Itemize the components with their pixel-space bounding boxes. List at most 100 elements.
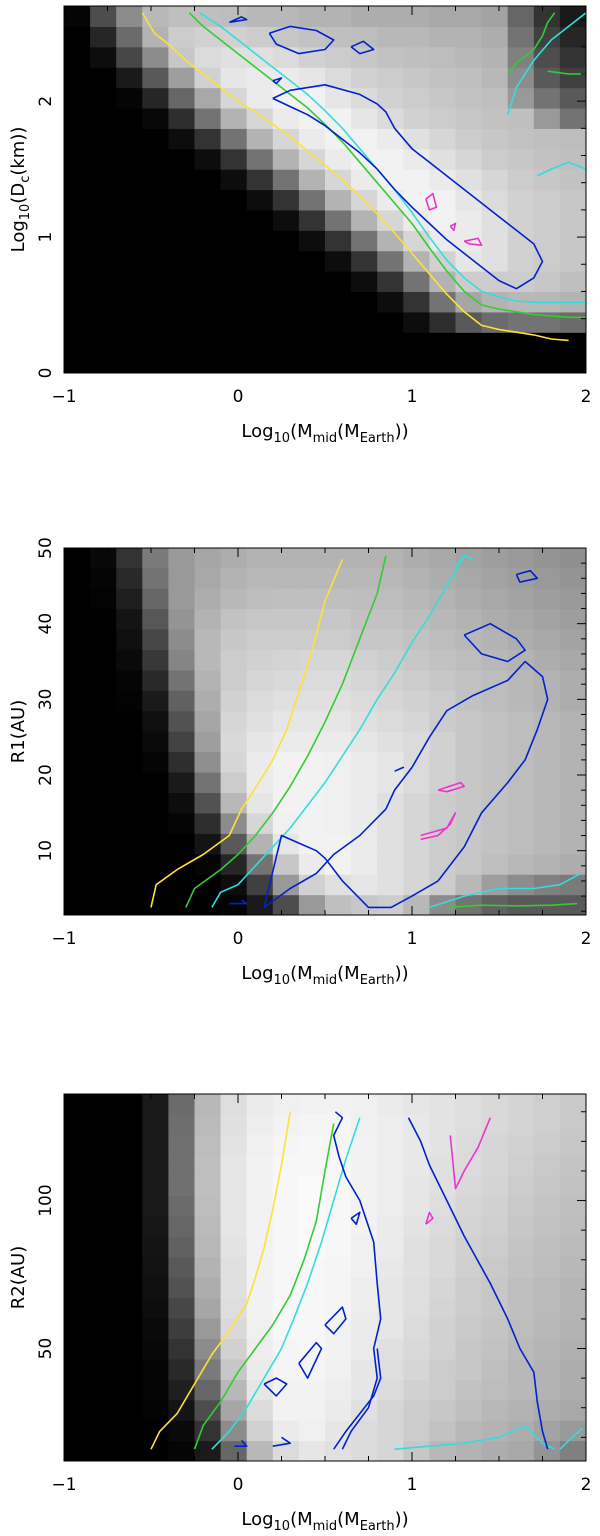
heatmap-cell xyxy=(220,1094,248,1115)
heatmap-cell xyxy=(272,649,300,671)
heatmap-cell xyxy=(429,649,457,671)
heatmap-cell xyxy=(64,649,91,671)
heatmap-cell xyxy=(116,628,143,650)
heatmap-cell xyxy=(116,608,143,630)
heatmap-cell xyxy=(168,230,196,252)
heatmap-cell xyxy=(481,1134,509,1156)
contour-line xyxy=(449,1117,492,1190)
heatmap-cell xyxy=(272,628,300,650)
heatmap-cell xyxy=(507,1379,535,1401)
heatmap-cell xyxy=(507,1175,535,1197)
heatmap-cell xyxy=(272,1094,300,1115)
heatmap-cell xyxy=(168,1175,196,1197)
heatmap-cell xyxy=(168,271,196,293)
heatmap-cell xyxy=(351,1236,378,1258)
heatmap-cell xyxy=(403,87,430,109)
heatmap-cell xyxy=(90,291,117,313)
heatmap-cell xyxy=(559,588,586,610)
heatmap-cell xyxy=(325,1440,352,1461)
heatmap-cell xyxy=(246,209,274,231)
heatmap-cell xyxy=(90,230,117,252)
heatmap-cell xyxy=(116,567,143,589)
heatmap-cell xyxy=(194,230,222,252)
heatmap-cell xyxy=(116,1154,143,1176)
heatmap-cell xyxy=(194,169,222,191)
heatmap-cell xyxy=(325,291,352,313)
heatmap-cell xyxy=(403,6,430,27)
heatmap-cell xyxy=(377,209,404,231)
heatmap-cell xyxy=(64,731,91,753)
heatmap-cell xyxy=(298,148,326,170)
heatmap-cell xyxy=(429,731,457,753)
heatmap-cell xyxy=(481,26,509,48)
heatmap-cell xyxy=(559,1297,586,1319)
heatmap-cell xyxy=(507,250,535,272)
heatmap-cell xyxy=(142,1175,169,1197)
heatmap-cell xyxy=(351,669,378,691)
heatmap-cell xyxy=(298,6,326,27)
heatmap-cell xyxy=(272,792,300,814)
heatmap-cell xyxy=(559,1318,586,1340)
heatmap-cell xyxy=(429,812,457,834)
series-line xyxy=(507,12,556,75)
heatmap-cell xyxy=(325,1277,352,1299)
heatmap-cell xyxy=(403,608,430,630)
heatmap-cell xyxy=(481,1215,509,1237)
heatmap-cell xyxy=(507,1113,535,1135)
heatmap-cell xyxy=(559,230,586,252)
heatmap-cell xyxy=(429,291,457,313)
heatmap-cell xyxy=(533,250,561,272)
heatmap-cell xyxy=(142,1113,169,1135)
heatmap-cell xyxy=(142,608,169,630)
heatmap-cell xyxy=(64,26,91,48)
heatmap-cell xyxy=(246,792,274,814)
series-line xyxy=(188,12,586,319)
heatmap-cell xyxy=(298,352,326,373)
heatmap-cell xyxy=(351,608,378,630)
heatmap-cell xyxy=(142,230,169,252)
heatmap-cell xyxy=(403,1277,430,1299)
heatmap-cell xyxy=(533,128,561,150)
heatmap-cell xyxy=(116,812,143,834)
heatmap-cell xyxy=(325,1256,352,1278)
heatmap-cell xyxy=(168,853,196,875)
heatmap-cell xyxy=(194,731,222,753)
heatmap-cell xyxy=(429,128,457,150)
heatmap-cell xyxy=(533,1297,561,1319)
heatmap-cell xyxy=(90,107,117,129)
contour-line xyxy=(425,1211,434,1225)
heatmap-cell xyxy=(377,1256,404,1278)
heatmap-cell xyxy=(194,332,222,354)
heatmap-cell xyxy=(377,833,404,855)
heatmap-cell xyxy=(559,26,586,48)
heatmap-cell xyxy=(455,1420,483,1442)
heatmap-cell xyxy=(272,148,300,170)
heatmap-cell xyxy=(559,271,586,293)
heatmap-cell xyxy=(64,894,91,915)
heatmap-cell xyxy=(559,628,586,650)
heatmap-cell xyxy=(220,1399,248,1421)
heatmap-cell xyxy=(220,291,248,313)
heatmap-cell xyxy=(559,1440,586,1461)
heatmap-cell xyxy=(533,1379,561,1401)
heatmap-cell xyxy=(246,548,274,569)
heatmap-cell xyxy=(325,588,352,610)
heatmap-cell xyxy=(220,894,248,915)
heatmap-cell xyxy=(246,710,274,732)
heatmap-cell xyxy=(533,1277,561,1299)
heatmap-cell xyxy=(403,833,430,855)
heatmap-cell xyxy=(194,1154,222,1176)
heatmap-cell xyxy=(64,148,91,170)
heatmap-cell xyxy=(168,67,196,89)
heatmap-cell xyxy=(455,894,483,915)
heatmap-cell xyxy=(90,1318,117,1340)
heatmap-cell xyxy=(116,6,143,27)
heatmap-cell xyxy=(377,649,404,671)
heatmap-cell xyxy=(90,6,117,27)
heatmap-cell xyxy=(533,209,561,231)
heatmap-cell xyxy=(246,1440,274,1461)
heatmap-cell xyxy=(455,1440,483,1461)
heatmap-cell xyxy=(272,1338,300,1360)
heatmap-cell xyxy=(64,628,91,650)
heatmap-cell xyxy=(194,250,222,272)
